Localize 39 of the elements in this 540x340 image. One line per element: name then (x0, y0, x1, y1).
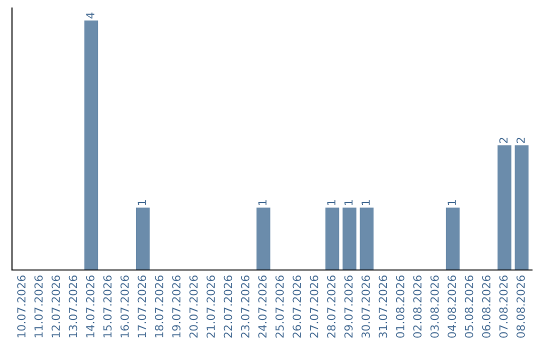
data-label: 1 (258, 200, 266, 206)
data-label: 1 (138, 200, 146, 206)
x-tick-label: 01.08.2026 (396, 276, 404, 338)
x-tick-label: 12.07.2026 (52, 276, 60, 338)
x-tick-label: 18.07.2026 (154, 276, 164, 338)
x-tick-label: 17.07.2026 (138, 276, 146, 338)
x-tick-label: 19.07.2026 (172, 276, 181, 338)
x-tick-label: 04.08.2026 (448, 276, 456, 338)
x-tick-label: 30.07.2026 (362, 276, 370, 338)
x-tick-label: 15.07.2026 (103, 276, 112, 338)
data-label: 1 (362, 200, 370, 206)
data-label: 4 (86, 12, 94, 19)
x-tick-label: 14.07.2026 (86, 276, 94, 338)
x-tick-label: 26.07.2026 (292, 276, 302, 338)
x-tick-label: 06.08.2026 (482, 276, 490, 338)
x-tick-label: 13.07.2026 (68, 276, 78, 338)
x-tick-label: 11.07.2026 (34, 276, 43, 338)
data-label: 1 (327, 200, 336, 206)
x-tick-label: 05.08.2026 (464, 276, 474, 338)
x-tick-label: 10.07.2026 (17, 276, 26, 338)
x-tick-label: 16.07.2026 (120, 276, 129, 338)
x-tick-label: 03.08.2026 (430, 276, 439, 338)
x-tick-label: 29.07.2026 (344, 276, 353, 338)
x-tick-label: 08.08.2026 (516, 276, 525, 338)
data-label: 1 (448, 200, 456, 206)
x-tick-label: 31.07.2026 (378, 276, 388, 338)
x-tick-label: 20.07.2026 (189, 276, 198, 338)
x-tick-label: 07.08.2026 (499, 276, 508, 338)
x-tick-label: 24.07.2026 (258, 276, 267, 338)
data-label: 1 (344, 200, 353, 206)
x-tick-label: 22.07.2026 (224, 276, 232, 338)
data-label: 2 (499, 138, 508, 144)
x-tick-label: 28.07.2026 (327, 276, 336, 338)
x-tick-label: 21.07.2026 (206, 276, 215, 338)
x-tick-label: 25.07.2026 (275, 276, 284, 338)
x-tick-label: 02.08.2026 (413, 276, 422, 338)
x-tick-label: 23.07.2026 (240, 276, 250, 338)
x-tick-label: 27.07.2026 (310, 276, 318, 338)
data-label: 2 (516, 138, 525, 144)
